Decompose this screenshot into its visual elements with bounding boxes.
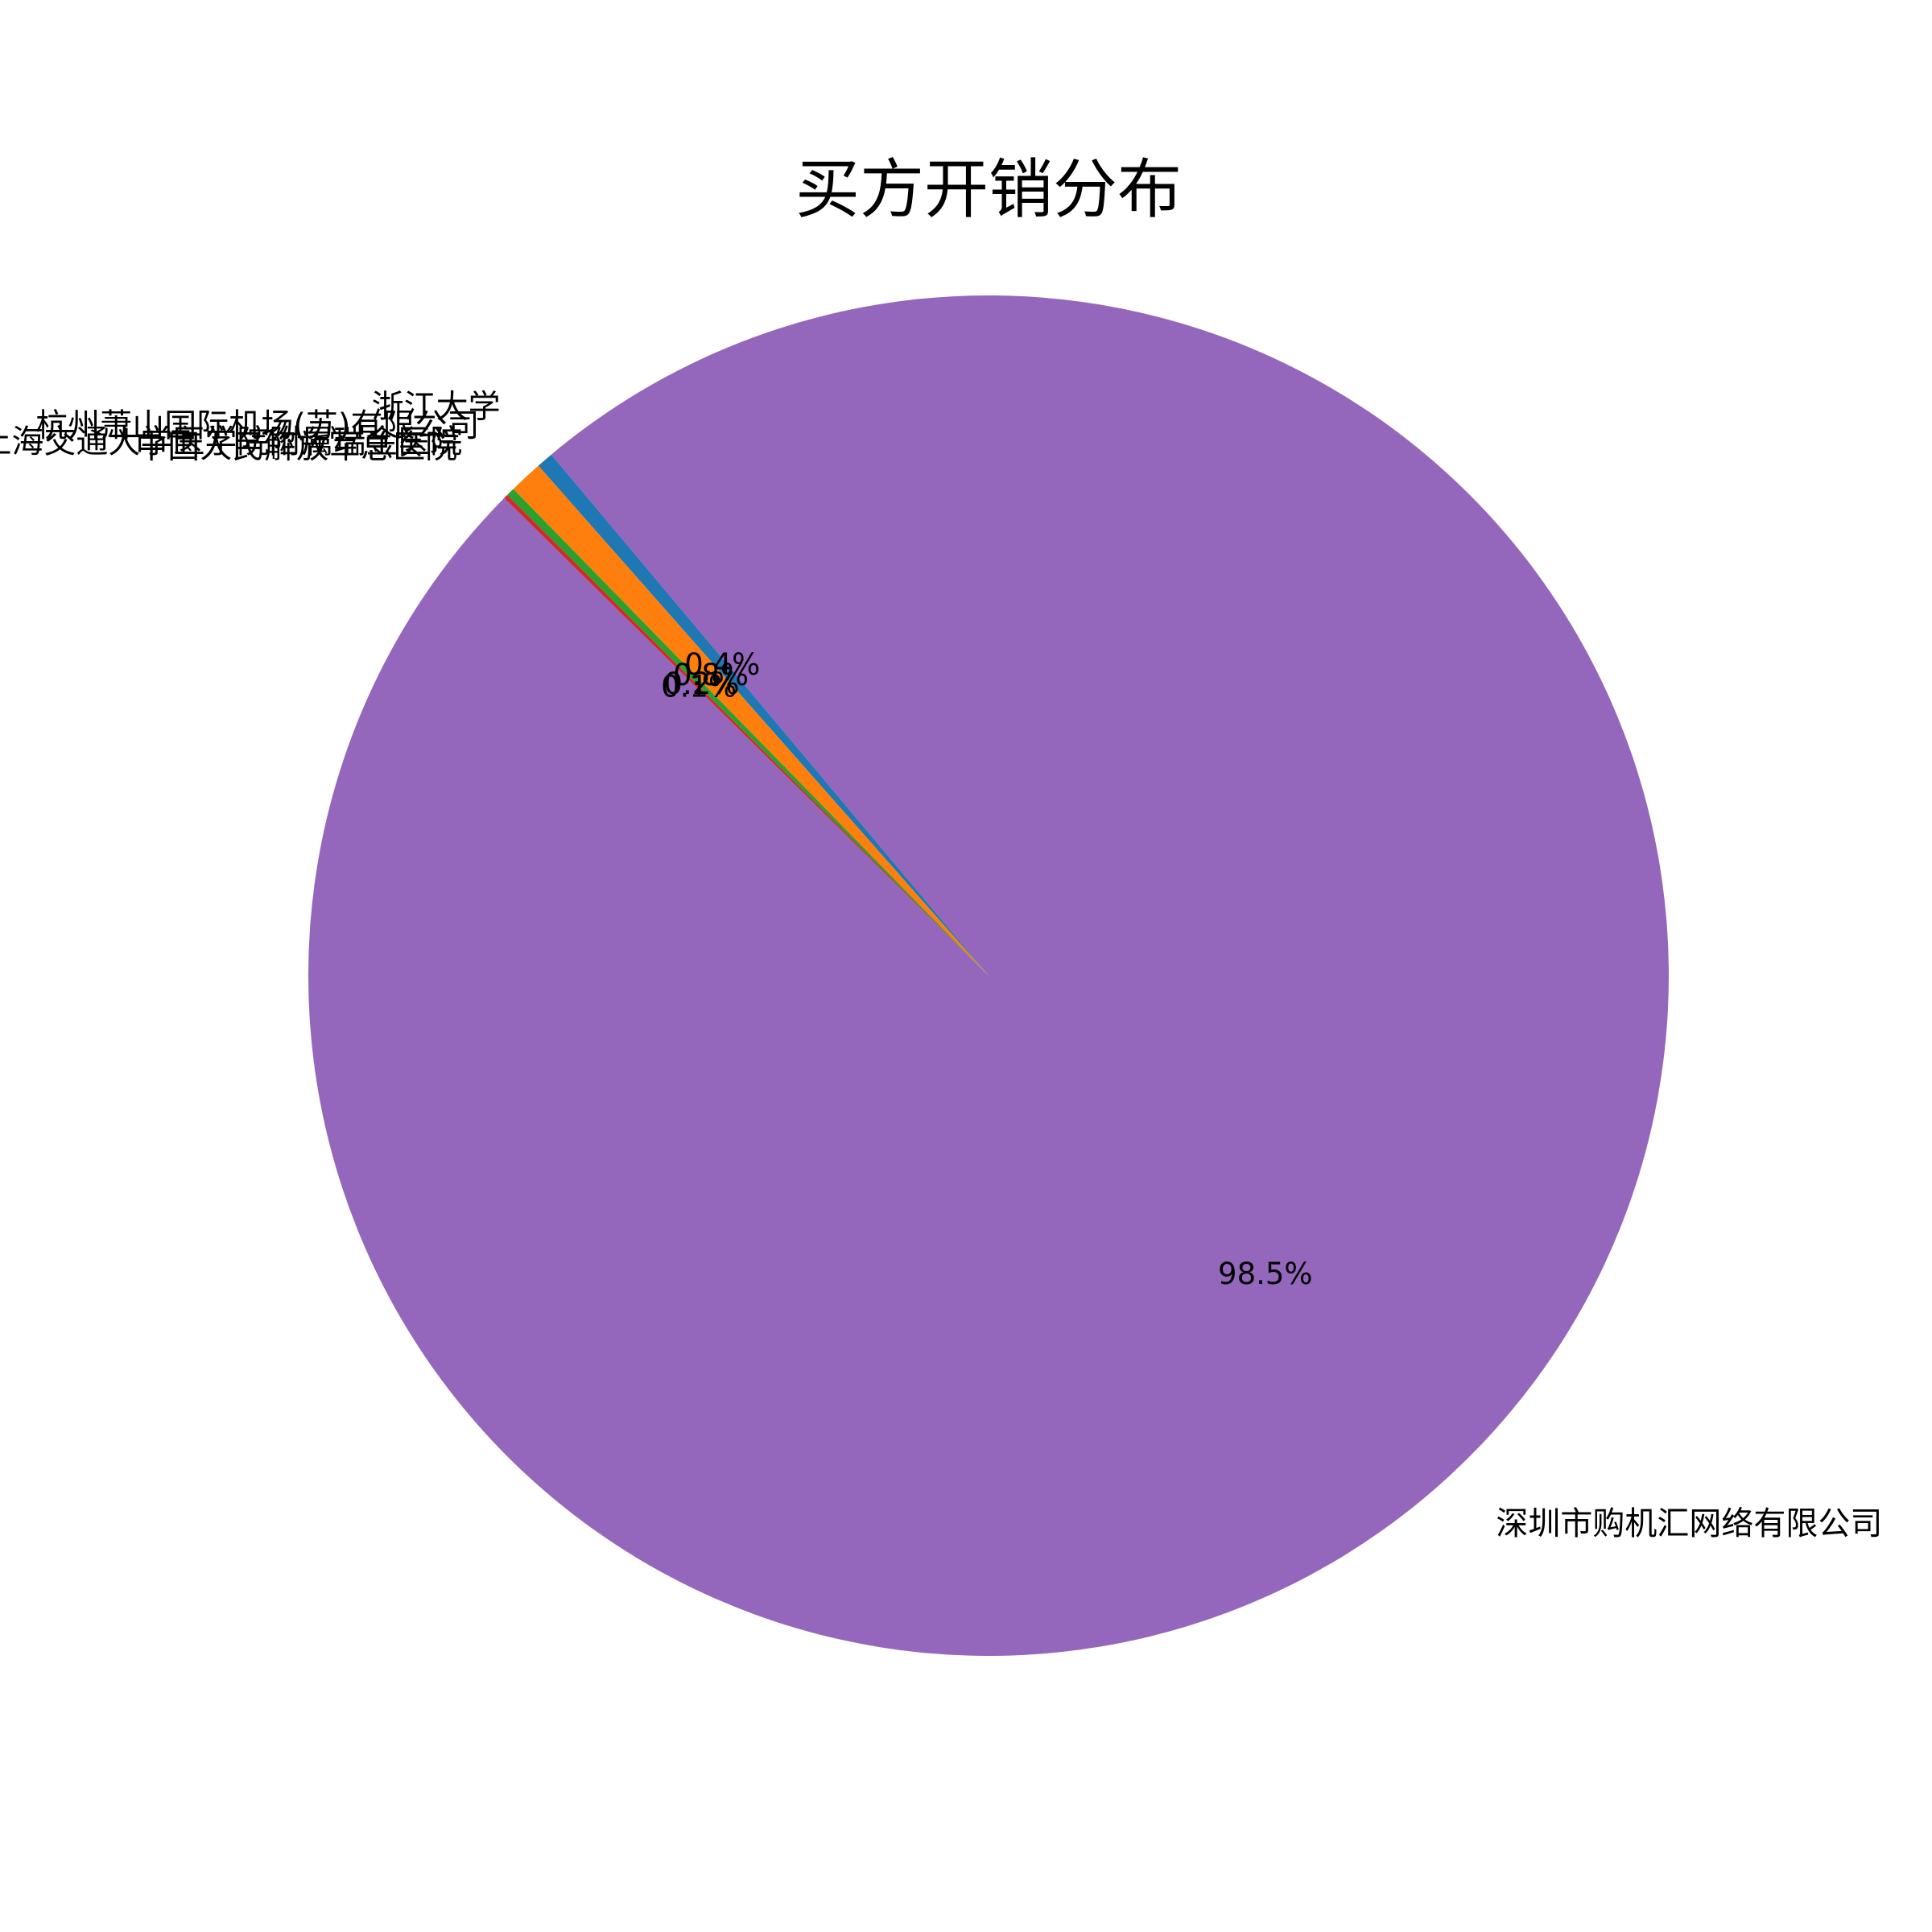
pie-labels: 浙江大学 0.4% 杭州萧山国际机场(苏)有限公司 0.8% 上海交通大学医学院附属瑞金… — [0, 389, 1882, 1543]
pie-slices — [308, 295, 1670, 1657]
pie-slice — [308, 295, 1670, 1657]
pie-slice — [538, 454, 989, 976]
pct-label: 0.4% — [684, 647, 760, 682]
pie-slice — [504, 494, 989, 976]
pct-label: 0.2% — [664, 667, 740, 701]
chart-title: 买方开销分布 — [795, 152, 1182, 227]
pct-label: 98.5% — [1218, 1257, 1313, 1291]
slice-label: 杭州萧山国际机场(苏)有限公司 — [35, 407, 479, 444]
slice-label: 中国人民解放军总医院 — [135, 428, 457, 465]
pct-label: 0.8% — [673, 658, 749, 692]
slice-label: 上海交通大学医学院附属瑞金医院 — [0, 423, 462, 460]
slice-label: 深圳市购机汇网络有限公司 — [1496, 1505, 1882, 1542]
pct-label: 0.1% — [661, 669, 737, 704]
pie-slice — [513, 465, 989, 976]
slice-label: 浙江大学 — [372, 389, 501, 426]
pie-slice — [507, 489, 989, 976]
